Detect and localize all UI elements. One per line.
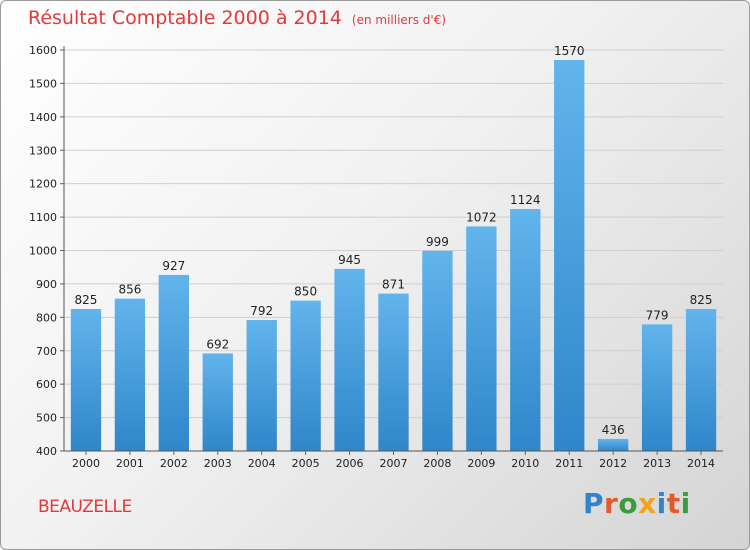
bar-value-label: 779: [646, 308, 669, 322]
bar-2003: [202, 353, 233, 451]
x-tick-label: 2004: [248, 457, 276, 470]
logo-letter: P: [583, 487, 605, 520]
x-tick-label: 2010: [511, 457, 539, 470]
x-tick-label: 2013: [643, 457, 671, 470]
bar-value-label: 692: [206, 337, 229, 351]
bar-2007: [378, 293, 409, 451]
x-tick-label: 2007: [380, 457, 408, 470]
bar-value-label: 945: [338, 253, 361, 267]
bar-2014: [685, 308, 717, 451]
bar-value-label: 1570: [554, 44, 585, 58]
bar-value-label: 871: [382, 278, 405, 292]
x-tick-label: 2008: [423, 457, 451, 470]
y-tick-label: 1500: [29, 77, 57, 90]
y-tick-label: 500: [36, 412, 57, 425]
bar-value-label: 856: [118, 283, 141, 297]
bar-value-label: 825: [75, 293, 98, 307]
x-tick-label: 2006: [336, 457, 364, 470]
logo-letter: t: [666, 487, 681, 520]
y-tick-label: 400: [36, 445, 57, 458]
x-tick-label: 2014: [687, 457, 715, 470]
y-tick-label: 600: [36, 378, 57, 391]
y-tick-label: 1100: [29, 211, 57, 224]
chart-title: Résultat Comptable 2000 à 2014 (en millie…: [28, 7, 446, 29]
y-tick-label: 900: [36, 278, 57, 291]
bar-2008: [422, 250, 453, 451]
proxiti-logo[interactable]: Proxiti: [583, 487, 691, 520]
bar-value-label: 792: [250, 304, 273, 318]
y-tick-label: 1600: [29, 44, 57, 57]
bar-2002: [158, 274, 189, 451]
y-tick-label: 1200: [29, 178, 57, 191]
commune-name: BEAUZELLE: [38, 497, 132, 517]
x-tick-label: 2002: [160, 457, 188, 470]
bar-2001: [114, 298, 146, 451]
x-tick-label: 2001: [116, 457, 144, 470]
y-tick-label: 1400: [29, 111, 57, 124]
bar-value-label: 436: [602, 423, 625, 437]
logo-letter: i: [680, 487, 691, 520]
x-tick-label: 2000: [72, 457, 100, 470]
bar-2006: [334, 268, 365, 451]
bar-value-label: 825: [690, 293, 713, 307]
x-tick-label: 2005: [292, 457, 320, 470]
logo-letter: o: [618, 487, 639, 520]
y-tick-label: 1300: [29, 144, 57, 157]
labels: 825 856 927 692 792 850 945 871 999 1072 1124 1570 4…: [75, 44, 713, 437]
bar-value-label: 927: [162, 259, 185, 273]
bar-2005: [290, 300, 321, 451]
logo-letter: r: [604, 487, 619, 520]
x-tick-label: 2009: [467, 457, 495, 470]
bar-2011: [554, 60, 585, 452]
bar-2013: [641, 324, 673, 451]
y-tick-label: 700: [36, 345, 57, 358]
x-tick-label: 2003: [204, 457, 232, 470]
logo-letter: x: [638, 487, 657, 520]
bars: [70, 60, 717, 452]
bar-2009: [466, 226, 497, 451]
bar-value-label: 1072: [466, 210, 497, 224]
bar-2000: [70, 308, 102, 451]
y-tick-label: 1000: [29, 245, 57, 258]
bar-2010: [510, 209, 541, 451]
x-tick-label: 2011: [555, 457, 583, 470]
bar-value-label: 1124: [510, 193, 541, 207]
bar-2004: [246, 320, 277, 451]
bar-value-label: 850: [294, 285, 317, 299]
x-tick-label: 2012: [599, 457, 627, 470]
bar-value-label: 999: [426, 235, 449, 249]
logo-letter: i: [656, 487, 667, 520]
bar-2012: [598, 438, 629, 451]
title-unit: (en milliers d'€): [351, 13, 447, 27]
axes: 400 500 600 700 800 900 1000 1100 1200 1300 1400 15…: [29, 44, 723, 470]
title-text: Résultat Comptable 2000 à 2014: [28, 7, 342, 29]
y-tick-label: 800: [36, 311, 57, 324]
